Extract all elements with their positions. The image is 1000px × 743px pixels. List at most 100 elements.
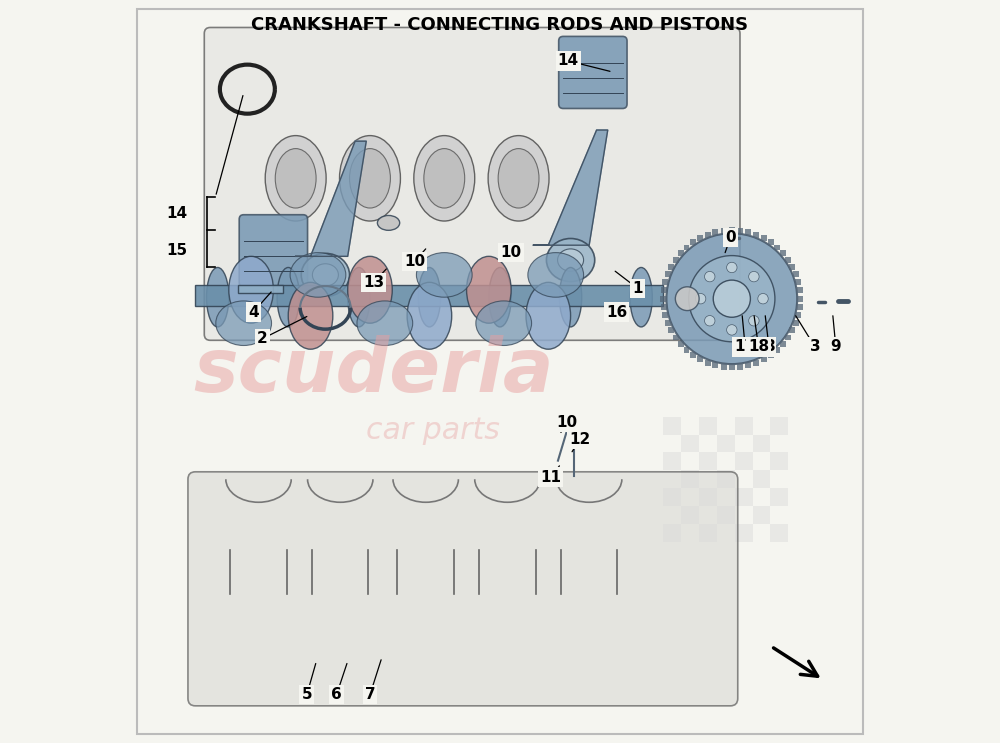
Ellipse shape bbox=[498, 149, 539, 208]
Bar bbox=[753, 417, 770, 435]
Bar bbox=[717, 470, 735, 488]
Ellipse shape bbox=[216, 301, 272, 345]
Bar bbox=[721, 363, 727, 369]
Bar bbox=[753, 232, 759, 238]
Bar bbox=[678, 250, 684, 256]
Ellipse shape bbox=[229, 256, 273, 323]
Bar bbox=[785, 334, 791, 340]
Ellipse shape bbox=[348, 267, 370, 327]
Bar bbox=[761, 236, 767, 241]
Bar bbox=[673, 257, 679, 263]
Ellipse shape bbox=[301, 253, 350, 296]
Text: 0: 0 bbox=[725, 230, 736, 245]
Bar bbox=[753, 524, 770, 542]
Bar bbox=[735, 524, 753, 542]
Ellipse shape bbox=[559, 267, 582, 327]
Circle shape bbox=[666, 233, 797, 364]
Ellipse shape bbox=[546, 239, 595, 282]
Bar bbox=[661, 304, 667, 310]
Bar bbox=[797, 296, 803, 302]
Bar bbox=[793, 271, 799, 277]
Bar bbox=[729, 227, 735, 233]
Bar bbox=[665, 271, 671, 277]
Ellipse shape bbox=[277, 267, 299, 327]
Text: 10: 10 bbox=[556, 415, 577, 429]
Text: 10: 10 bbox=[404, 254, 425, 269]
Ellipse shape bbox=[207, 267, 229, 327]
Bar bbox=[717, 452, 735, 470]
Bar bbox=[712, 362, 718, 368]
Text: 5: 5 bbox=[302, 687, 312, 702]
Bar bbox=[735, 470, 753, 488]
Bar bbox=[770, 470, 788, 488]
Bar bbox=[681, 417, 699, 435]
Bar bbox=[753, 488, 770, 506]
Bar bbox=[735, 435, 753, 452]
Ellipse shape bbox=[558, 249, 584, 271]
Ellipse shape bbox=[424, 149, 465, 208]
Bar bbox=[780, 250, 786, 256]
Bar bbox=[238, 285, 283, 293]
Bar bbox=[753, 470, 770, 488]
Circle shape bbox=[727, 262, 737, 273]
Circle shape bbox=[758, 293, 768, 304]
Ellipse shape bbox=[489, 267, 511, 327]
Ellipse shape bbox=[340, 136, 400, 221]
Polygon shape bbox=[296, 141, 366, 256]
Text: 18: 18 bbox=[748, 340, 769, 354]
Bar bbox=[195, 285, 663, 306]
Bar bbox=[684, 244, 689, 250]
Bar bbox=[662, 279, 668, 285]
Bar bbox=[735, 452, 753, 470]
Bar bbox=[770, 417, 788, 435]
Bar bbox=[678, 341, 684, 347]
Bar bbox=[681, 524, 699, 542]
Bar bbox=[697, 356, 703, 362]
Bar bbox=[660, 296, 666, 302]
Bar bbox=[717, 488, 735, 506]
FancyBboxPatch shape bbox=[239, 215, 308, 287]
Bar bbox=[684, 347, 689, 353]
Bar bbox=[699, 488, 717, 506]
Ellipse shape bbox=[418, 267, 441, 327]
Ellipse shape bbox=[467, 256, 511, 323]
Bar bbox=[663, 524, 681, 542]
Bar bbox=[690, 352, 696, 358]
Ellipse shape bbox=[348, 256, 392, 323]
Bar bbox=[721, 228, 727, 234]
Ellipse shape bbox=[476, 301, 532, 345]
Text: CRANKSHAFT - CONNECTING RODS AND PISTONS: CRANKSHAFT - CONNECTING RODS AND PISTONS bbox=[251, 16, 749, 34]
Bar bbox=[789, 328, 795, 334]
Bar bbox=[681, 506, 699, 524]
Bar bbox=[768, 239, 774, 245]
Polygon shape bbox=[533, 130, 608, 245]
Bar bbox=[717, 417, 735, 435]
Ellipse shape bbox=[407, 282, 452, 349]
Text: car parts: car parts bbox=[366, 416, 500, 446]
Bar bbox=[735, 506, 753, 524]
Text: 15: 15 bbox=[166, 243, 187, 258]
Bar bbox=[712, 230, 718, 236]
Circle shape bbox=[695, 293, 706, 304]
Bar bbox=[770, 452, 788, 470]
Bar bbox=[663, 470, 681, 488]
FancyBboxPatch shape bbox=[188, 472, 738, 706]
Bar bbox=[681, 435, 699, 452]
Text: 12: 12 bbox=[569, 432, 590, 447]
Bar bbox=[668, 264, 674, 270]
Text: 14: 14 bbox=[166, 206, 187, 221]
Bar bbox=[699, 506, 717, 524]
Ellipse shape bbox=[290, 253, 346, 297]
Circle shape bbox=[749, 271, 759, 282]
Bar bbox=[774, 244, 780, 250]
Text: 1: 1 bbox=[632, 281, 643, 296]
Bar bbox=[797, 288, 803, 293]
Ellipse shape bbox=[350, 149, 390, 208]
Bar bbox=[699, 435, 717, 452]
Text: 9: 9 bbox=[831, 340, 841, 354]
Circle shape bbox=[689, 256, 775, 342]
FancyBboxPatch shape bbox=[559, 36, 627, 108]
Text: 13: 13 bbox=[363, 275, 384, 290]
Text: 11: 11 bbox=[540, 470, 561, 484]
Bar bbox=[681, 488, 699, 506]
